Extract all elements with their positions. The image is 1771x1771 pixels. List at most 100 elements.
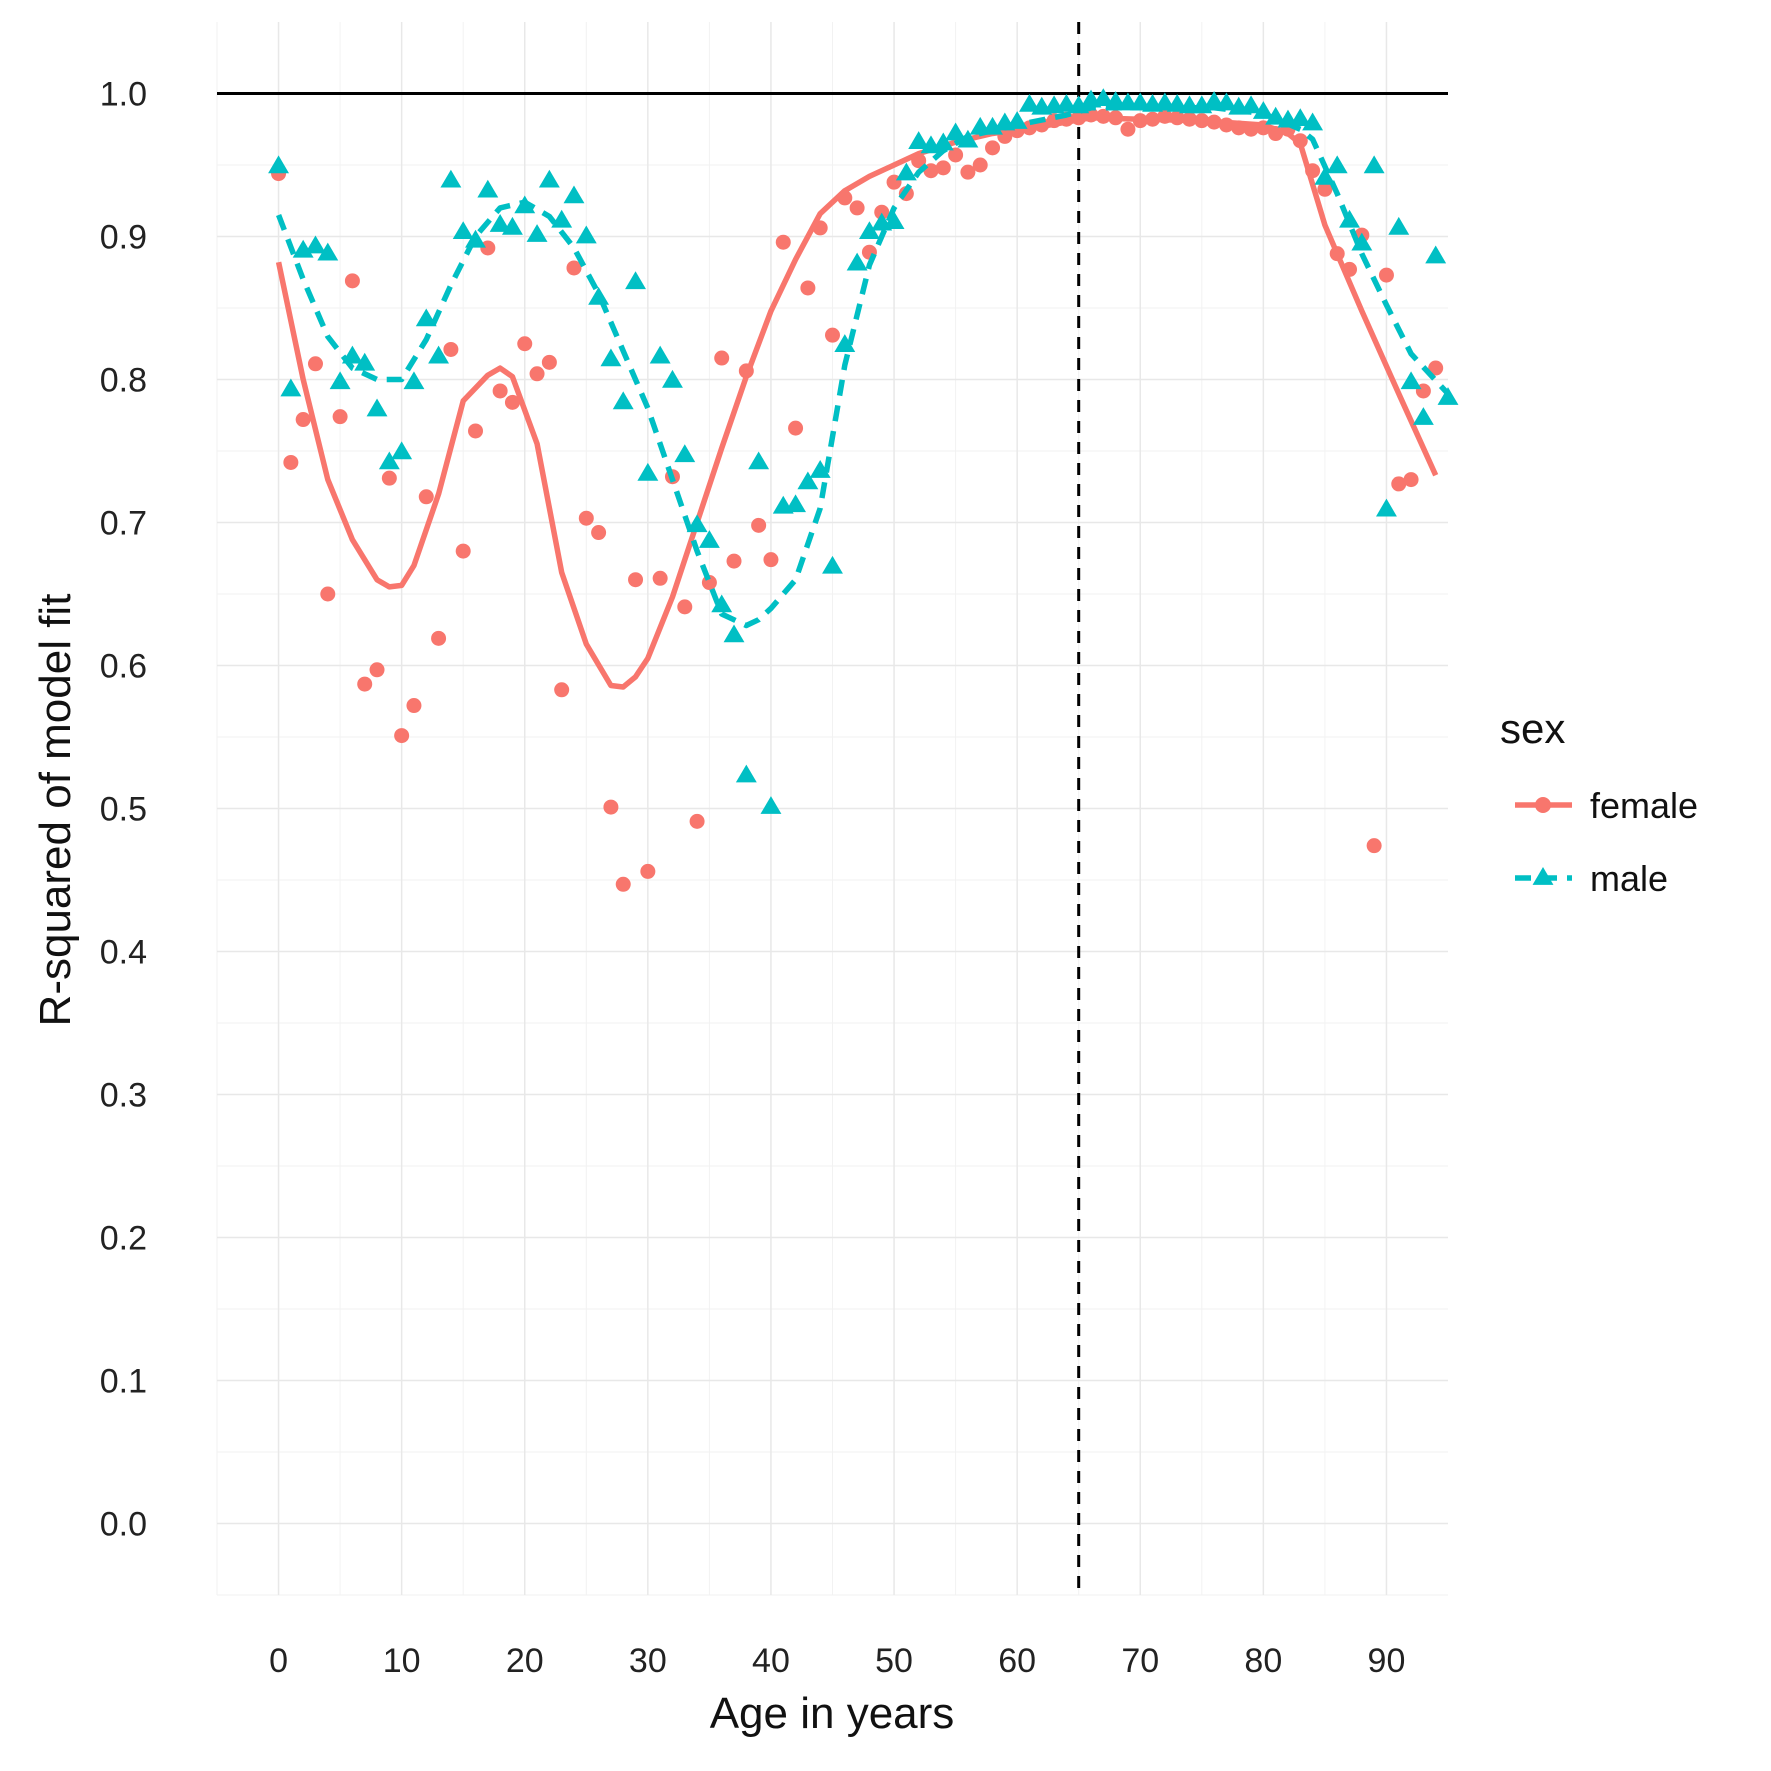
- data-point-female: [652, 570, 668, 586]
- data-point-male: [1265, 106, 1287, 125]
- data-point-male: [723, 624, 745, 643]
- data-point-female: [677, 599, 693, 615]
- data-point-male: [403, 371, 425, 390]
- axis-layer: 0 10 20 30 40 50 60 70 80 90 0.0 0.1 0.2 0.3 0.4 0.5 0.6…: [100, 76, 1406, 1681]
- data-point-female: [578, 510, 594, 526]
- data-point-male: [846, 252, 868, 271]
- x-tick-label: 60: [998, 1642, 1036, 1680]
- data-point-male: [268, 155, 289, 174]
- data-point-female: [591, 525, 607, 541]
- y-tick-label: 0.4: [100, 934, 147, 972]
- y-tick-label: 0.8: [100, 362, 147, 400]
- data-point-male: [649, 345, 671, 364]
- series-male: [268, 88, 1459, 814]
- data-point-male: [797, 471, 819, 490]
- data-point-female: [628, 572, 644, 588]
- data-point-male: [428, 345, 450, 364]
- data-point-female: [1120, 121, 1136, 137]
- data-point-male: [698, 530, 720, 548]
- legend-key-marker-male: [1532, 867, 1554, 885]
- data-point-female: [394, 728, 410, 744]
- x-tick-label: 20: [506, 1642, 544, 1680]
- y-tick-label: 1.0: [100, 76, 147, 114]
- data-point-male: [760, 796, 782, 814]
- data-point-female: [492, 383, 508, 399]
- data-point-male: [600, 348, 622, 367]
- data-point-male: [637, 462, 659, 481]
- data-point-female: [455, 543, 471, 559]
- data-point-female: [788, 420, 804, 436]
- data-point-male: [391, 441, 413, 460]
- data-point-male: [625, 271, 646, 290]
- data-point-male: [809, 460, 831, 478]
- legend-entry-male: male: [1515, 858, 1668, 899]
- data-point-male: [354, 352, 376, 371]
- data-point-female: [1366, 838, 1382, 854]
- data-point-female: [283, 454, 299, 470]
- data-point-male: [1351, 232, 1373, 251]
- data-point-female: [763, 552, 779, 568]
- data-point-female: [640, 863, 656, 879]
- data-point-male: [1302, 112, 1324, 131]
- legend-entry-female: female: [1515, 785, 1698, 826]
- x-tick-label: 70: [1121, 1642, 1159, 1680]
- data-point-male: [612, 391, 634, 410]
- data-point-male: [908, 131, 930, 149]
- data-point-male: [735, 764, 757, 783]
- data-point-male: [932, 132, 954, 151]
- y-tick-label: 0.7: [100, 505, 147, 543]
- data-point-male: [575, 225, 597, 244]
- data-point-female: [714, 350, 730, 366]
- data-point-male: [317, 242, 339, 261]
- data-point-female: [369, 662, 385, 678]
- series-layer: [268, 88, 1459, 892]
- data-point-male: [477, 179, 499, 198]
- data-point-male: [378, 451, 400, 470]
- x-tick-label: 50: [875, 1642, 913, 1680]
- data-point-female: [1391, 476, 1407, 492]
- data-point-female: [985, 140, 1001, 156]
- data-point-male: [858, 221, 880, 240]
- data-point-male: [1289, 108, 1311, 127]
- x-tick-label: 80: [1244, 1642, 1282, 1680]
- data-point-male: [834, 334, 856, 352]
- data-point-female: [295, 412, 311, 428]
- data-point-female: [406, 698, 422, 714]
- data-point-female: [972, 157, 988, 173]
- data-point-female: [480, 240, 496, 256]
- y-tick-label: 0.5: [100, 791, 147, 829]
- x-tick-label: 10: [383, 1642, 421, 1680]
- data-point-male: [489, 214, 511, 232]
- data-point-male: [662, 369, 683, 388]
- data-point-male: [1019, 93, 1040, 112]
- data-point-female: [566, 260, 582, 276]
- data-point-female: [468, 423, 484, 439]
- series-female: [271, 107, 1444, 892]
- smooth-line-female: [275, 115, 1439, 690]
- y-tick-label: 0.2: [100, 1220, 147, 1258]
- data-point-male: [1203, 91, 1225, 109]
- data-point-male: [1376, 498, 1397, 517]
- grid-layer: [216, 22, 1448, 1596]
- data-point-female: [504, 394, 520, 410]
- data-point-male: [1400, 371, 1422, 390]
- data-point-male: [674, 444, 696, 463]
- data-point-male: [748, 451, 770, 470]
- data-point-male: [588, 286, 610, 305]
- legend-key-marker-female: [1535, 797, 1551, 813]
- data-point-female: [554, 682, 570, 698]
- data-point-male: [1092, 88, 1114, 107]
- data-point-male: [280, 378, 302, 397]
- data-point-female: [825, 327, 840, 343]
- data-point-male: [711, 594, 733, 613]
- legend: sex female male: [1500, 705, 1698, 899]
- data-point-male: [366, 398, 388, 417]
- data-point-male: [1412, 407, 1434, 425]
- reference-lines: [217, 22, 1448, 1595]
- data-point-male: [822, 555, 843, 574]
- data-point-male: [440, 169, 462, 188]
- data-point-male: [1437, 387, 1459, 405]
- legend-title: sex: [1500, 705, 1565, 752]
- data-point-male: [1326, 155, 1348, 174]
